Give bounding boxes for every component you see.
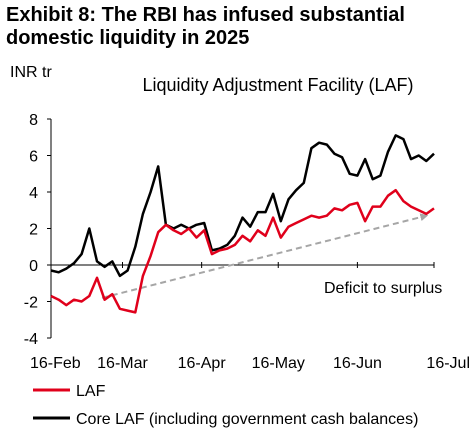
plot-area bbox=[50, 134, 435, 314]
x-tick-label: 16-May bbox=[252, 355, 305, 372]
x-tick-label: 16-Feb bbox=[30, 355, 81, 372]
y-tick-label: 0 bbox=[29, 258, 38, 275]
exhibit-title-line1: Exhibit 8: The RBI has infused substanti… bbox=[6, 4, 405, 26]
y-tick-label: -2 bbox=[24, 295, 38, 312]
annotation-deficit-to-surplus: Deficit to surplus bbox=[324, 280, 442, 297]
series-line-core-laf bbox=[50, 134, 435, 278]
y-tick-label: 6 bbox=[29, 149, 38, 166]
series-line-laf bbox=[50, 188, 435, 314]
legend-item-core-laf-label: Core LAF (including government cash bala… bbox=[76, 411, 418, 428]
exhibit-title-line2: domestic liquidity in 2025 bbox=[6, 27, 250, 49]
x-tick-label: 16-Jun bbox=[333, 355, 382, 372]
trend-arrow bbox=[101, 213, 429, 299]
x-tick-label: 16-Mar bbox=[97, 355, 148, 372]
y-tick-label: -4 bbox=[24, 331, 38, 348]
exhibit-title: Exhibit 8: The RBI has infused substanti… bbox=[6, 4, 470, 50]
x-tick-label: 16-Jul bbox=[426, 355, 470, 372]
y-tick-label: 2 bbox=[29, 222, 38, 239]
x-tick-label: 16-Apr bbox=[178, 355, 227, 372]
axes: -4 -2 0 2 4 6 8 16-Feb 16-Mar 16-Apr 16-May 16-Jun 1… bbox=[24, 112, 470, 372]
y-axis-unit-label: INR tr bbox=[10, 64, 52, 81]
legend: LAF Core LAF (including government cash b… bbox=[33, 383, 418, 428]
y-tick-label: 8 bbox=[29, 112, 38, 129]
legend-item-laf-label: LAF bbox=[76, 383, 106, 400]
y-tick-label: 4 bbox=[29, 185, 38, 202]
chart-title: Liquidity Adjustment Facility (LAF) bbox=[142, 75, 413, 95]
